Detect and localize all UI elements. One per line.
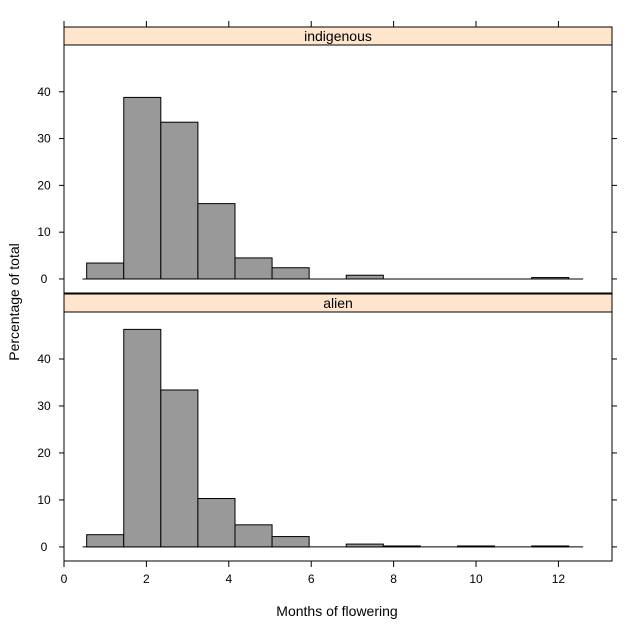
y-tick-label: 40: [37, 352, 51, 366]
y-tick-label: 10: [37, 225, 51, 239]
panel-alien: alien 0 10 20 30 40: [37, 293, 617, 562]
y-tick-label: 30: [37, 132, 51, 146]
x-tick-label: 4: [225, 572, 232, 586]
histogram-bar: [234, 524, 273, 548]
histogram-bar: [345, 274, 384, 280]
histogram-bar: [271, 536, 310, 548]
y-tick-label: 0: [41, 272, 48, 286]
histogram-bar: [123, 328, 162, 548]
y-tick-label: 10: [37, 493, 51, 507]
x-tick-label: 6: [308, 572, 315, 586]
x-tick-label: 2: [143, 572, 150, 586]
panel-strip-label: alien: [323, 295, 353, 311]
histogram-bar: [86, 262, 125, 280]
y-axis-label: Percentage of total: [6, 243, 22, 361]
histogram-bar: [345, 543, 384, 548]
y-tick-label: 40: [37, 85, 51, 99]
panel-strip-label: indigenous: [304, 28, 372, 44]
x-axis-label: Months of flowering: [276, 603, 397, 619]
y-tick-label: 20: [37, 178, 51, 192]
x-tick-label: 10: [469, 572, 483, 586]
histogram-bar: [234, 257, 273, 280]
panel-strip: [63, 26, 613, 46]
y-tick-label: 30: [37, 399, 51, 413]
histogram-bar: [123, 96, 162, 280]
histogram-bar: [456, 545, 496, 548]
x-tick-label: 8: [390, 572, 397, 586]
histogram-bar: [197, 203, 236, 280]
histogram-bar: [197, 498, 236, 548]
histogram-bar: [160, 121, 199, 280]
histogram-bar: [531, 277, 570, 280]
histogram-bar: [271, 267, 310, 280]
histogram-bar: [531, 545, 570, 548]
histogram-bar: [86, 534, 125, 548]
x-tick-label: 0: [61, 572, 68, 586]
y-tick-label: 20: [37, 446, 51, 460]
histogram-bar: [382, 545, 421, 548]
x-tick-label: 12: [552, 572, 566, 586]
axes-layer: 0 2 4 6 8 10 12: [61, 21, 566, 586]
y-tick-label: 0: [41, 540, 48, 554]
panels-layer: indigenous 0 10 20 30 40 alien 0 10 20 30 40: [37, 26, 617, 562]
panel-strip: [63, 293, 613, 313]
histogram-bar: [160, 389, 199, 548]
panel-indigenous: indigenous 0 10 20 30 40: [37, 26, 617, 294]
